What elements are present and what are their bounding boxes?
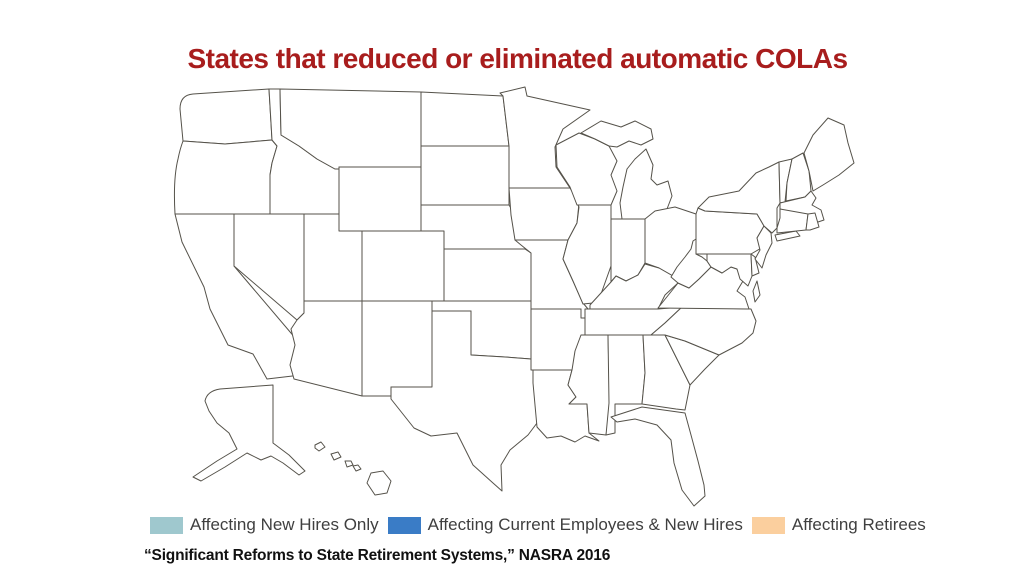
legend-label-new-hires-only: Affecting New Hires Only [190,515,379,534]
state-north-dakota [420,91,510,147]
state-new-mexico [361,300,433,397]
state-minnesota [499,86,591,189]
state-michigan-lower [619,148,673,220]
state-texas [390,310,538,492]
state-hawaii-molokai [344,460,354,468]
legend-label-retirees: Affecting Retirees [791,515,926,534]
legend-swatch-new-hires-only-icon [150,516,183,534]
legend-item-retirees: Affecting Retirees [751,515,926,535]
state-delaware [750,253,760,277]
state-florida [610,406,706,507]
state-hawaii-oahu [330,451,342,461]
state-iowa [508,187,580,241]
state-south-dakota [420,145,510,206]
state-rhode-island [805,212,820,231]
page-title: States that reduced or eliminated automa… [187,42,848,74]
state-alaska [192,384,306,482]
state-maine [803,117,855,192]
state-north-carolina [650,306,757,356]
us-map-svg [173,86,855,507]
state-new-jersey [754,225,773,269]
state-new-york [697,161,781,234]
state-michigan-upper [580,120,654,148]
state-pennsylvania [695,207,765,255]
legend-swatch-retirees-icon [751,516,785,534]
states-group [173,86,855,507]
state-kansas [443,248,532,302]
state-hawaii-kauai [314,441,326,452]
map-legend: Affecting New Hires Only Affecting Curre… [150,515,926,535]
source-citation: “Significant Reforms to State Retirement… [144,547,611,564]
state-colorado [361,230,445,302]
state-wyoming [338,166,422,232]
legend-label-current-employees-new-hires: Affecting Current Employees & New Hires [427,515,743,534]
state-new-york-long-island [774,230,801,242]
state-hawaii-big-island [366,470,392,496]
state-oregon [173,139,278,215]
legend-swatch-current-employees-new-hires-icon [387,516,421,534]
legend-item-new-hires-only: Affecting New Hires Only [150,515,379,535]
us-choropleth-map [165,83,865,515]
state-hawaii-maui [352,464,362,472]
state-virginia-eastern-shore [752,280,761,303]
state-washington [179,88,273,145]
legend-item-current-employees-new-hires: Affecting Current Employees & New Hires [387,515,743,535]
